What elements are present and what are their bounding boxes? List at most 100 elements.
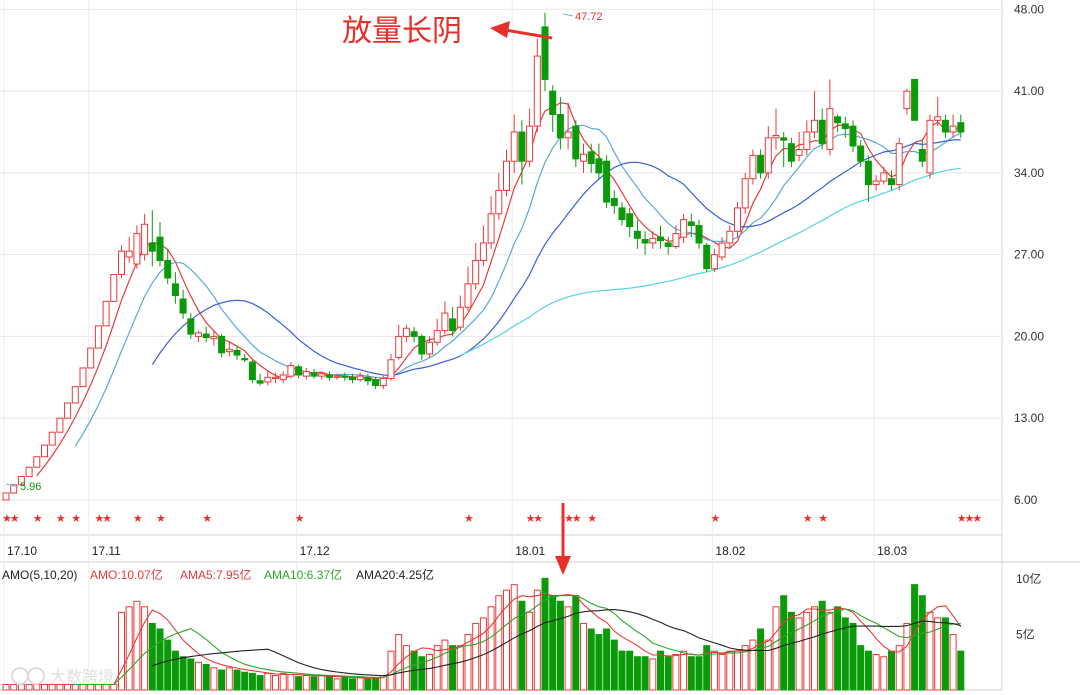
- candle-body: [479, 242, 487, 261]
- candle-body: [441, 312, 449, 332]
- candle: [41, 444, 48, 458]
- candle-body: [957, 122, 965, 133]
- signal-star: ★: [2, 512, 12, 525]
- volume-bar: [587, 628, 595, 691]
- candle-body: [102, 300, 110, 327]
- volume-bar: [934, 617, 942, 691]
- candle: [595, 143, 603, 179]
- volume-bar: [641, 656, 649, 691]
- candle-body: [849, 125, 857, 147]
- candle-body: [587, 151, 595, 165]
- date-tick-label: 17.12: [300, 544, 330, 558]
- candle: [171, 272, 179, 304]
- volume-bar: [364, 678, 372, 691]
- candle: [164, 248, 172, 284]
- candle-body: [888, 178, 895, 186]
- candle-body: [187, 318, 195, 335]
- candle-body: [179, 298, 187, 314]
- volume-tick-label: 10亿: [1016, 571, 1041, 586]
- candle: [402, 324, 410, 343]
- candle: [233, 345, 241, 360]
- candle: [79, 367, 87, 388]
- candle-body: [410, 331, 418, 337]
- candle: [657, 225, 664, 249]
- candle: [118, 245, 125, 279]
- candle: [364, 373, 372, 386]
- candle: [325, 371, 333, 381]
- volume-bar: [133, 600, 141, 691]
- candle-body: [387, 359, 395, 379]
- candle: [749, 149, 757, 185]
- candle-body: [757, 154, 765, 174]
- candle: [587, 143, 595, 173]
- candle-body: [503, 160, 510, 191]
- candle-body: [464, 283, 472, 308]
- candle: [572, 120, 580, 168]
- candle: [710, 248, 718, 273]
- candle: [248, 359, 256, 384]
- candle-body: [433, 330, 441, 343]
- candle-body: [618, 207, 626, 221]
- candle: [464, 266, 472, 311]
- volume-bar: [726, 650, 734, 691]
- volume-bar: [864, 650, 872, 691]
- candle: [495, 172, 503, 220]
- candle: [533, 38, 541, 132]
- signal-star: ★: [295, 512, 305, 525]
- volume-bar: [834, 606, 842, 691]
- candle-body: [526, 125, 534, 162]
- candle: [556, 96, 564, 150]
- signal-star: ★: [133, 512, 143, 525]
- candle: [849, 120, 857, 152]
- volume-bar: [941, 617, 949, 691]
- candle-body: [826, 108, 834, 151]
- candle-body: [857, 145, 865, 162]
- volume-bar: [841, 617, 849, 691]
- candle-body: [695, 224, 703, 244]
- volume-bar: [618, 650, 626, 691]
- watermark-text: 大数跨境: [50, 667, 114, 686]
- candle-body: [364, 376, 372, 382]
- candle: [649, 231, 657, 249]
- low-price-pointer: [5, 483, 19, 488]
- signal-star: ★: [202, 512, 212, 525]
- candle: [295, 364, 303, 379]
- candle-body: [541, 26, 549, 80]
- candle: [864, 155, 872, 203]
- volume-bar: [795, 617, 803, 691]
- volume-bar: [295, 676, 303, 691]
- candle-body: [549, 90, 557, 115]
- volume-bar: [241, 671, 249, 691]
- candle: [610, 190, 618, 214]
- candle-body: [349, 376, 356, 381]
- candle: [872, 175, 880, 191]
- candle: [2, 492, 10, 501]
- candle-body: [595, 158, 603, 174]
- volume-bar: [649, 658, 657, 691]
- volume-bar: [757, 628, 765, 691]
- volume-axis: 5亿 10亿: [1016, 571, 1041, 641]
- date-tick-label: 18.01: [515, 544, 545, 558]
- price-axis: 6.00 13.00 20.00 27.00 34.00 41.00 48.00: [1014, 2, 1044, 507]
- candle: [426, 336, 433, 358]
- volume-bar: [464, 634, 472, 691]
- candle: [479, 225, 487, 267]
- candle: [195, 330, 202, 343]
- candle-body: [302, 370, 310, 377]
- candle-body: [741, 178, 749, 209]
- candle-body: [164, 259, 172, 279]
- candle: [218, 334, 226, 358]
- candle: [264, 371, 272, 386]
- candle-body: [341, 375, 349, 378]
- candle-body: [680, 219, 688, 238]
- volume-bar: [287, 673, 295, 691]
- volume-bar: [687, 656, 695, 691]
- volume-bar: [549, 595, 557, 691]
- volume-bar: [564, 606, 572, 691]
- ama20-line: [152, 609, 961, 677]
- candle-body: [918, 149, 926, 162]
- candle-body: [734, 207, 741, 232]
- candle-body: [356, 375, 364, 381]
- candle: [487, 196, 495, 249]
